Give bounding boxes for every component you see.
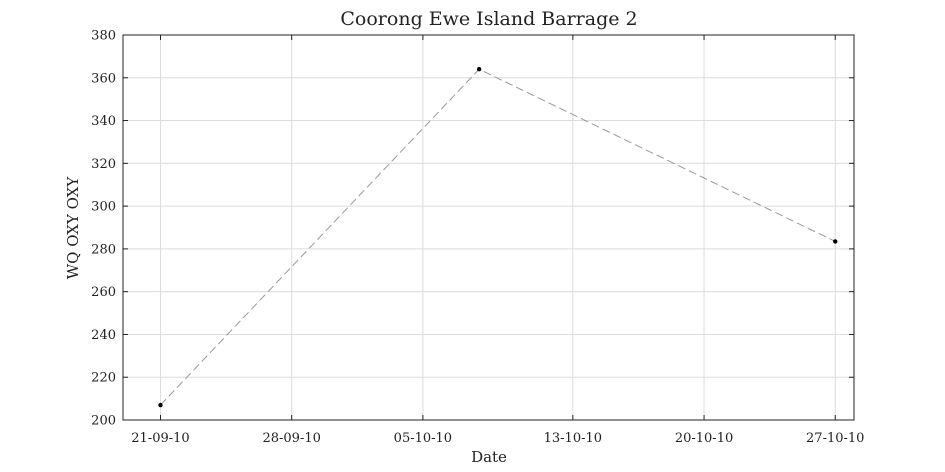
y-tick-label: 380 xyxy=(91,29,116,44)
x-tick-label: 13-10-10 xyxy=(544,431,602,446)
x-tick-label: 21-09-10 xyxy=(131,431,189,446)
y-tick-label: 320 xyxy=(91,157,116,172)
chart-title: Coorong Ewe Island Barrage 2 xyxy=(340,8,637,30)
y-tick-label: 340 xyxy=(91,114,116,129)
data-point xyxy=(476,67,482,72)
x-tick-label: 27-10-10 xyxy=(806,431,864,446)
x-axis-label: Date xyxy=(471,448,507,466)
series-line xyxy=(160,68,836,406)
data-layer xyxy=(158,67,838,408)
y-tick-labels: 200 220 240 260 280 300 320 340 360 380 xyxy=(91,29,116,429)
x-tick-label: 28-09-10 xyxy=(262,431,320,446)
y-tick-label: 280 xyxy=(91,242,116,257)
y-axis-label: WQ OXY OXY xyxy=(64,176,82,280)
y-tick-label: 260 xyxy=(91,285,116,300)
data-point xyxy=(833,239,838,244)
data-point xyxy=(158,402,163,408)
y-tick-label: 240 xyxy=(91,328,116,343)
plot-frame xyxy=(122,34,855,421)
y-tick-label: 200 xyxy=(91,414,116,429)
gridlines xyxy=(123,34,854,421)
x-tick-label: 05-10-10 xyxy=(394,431,452,446)
y-tick-label: 360 xyxy=(91,71,116,86)
x-tick-labels: 21-09-10 28-09-10 05-10-10 13-10-10 20-10-10… xyxy=(131,431,864,446)
y-tick-label: 220 xyxy=(91,371,116,386)
x-tick-label: 20-10-10 xyxy=(675,431,733,446)
tick-marks xyxy=(123,34,854,421)
y-tick-label: 300 xyxy=(91,200,116,215)
